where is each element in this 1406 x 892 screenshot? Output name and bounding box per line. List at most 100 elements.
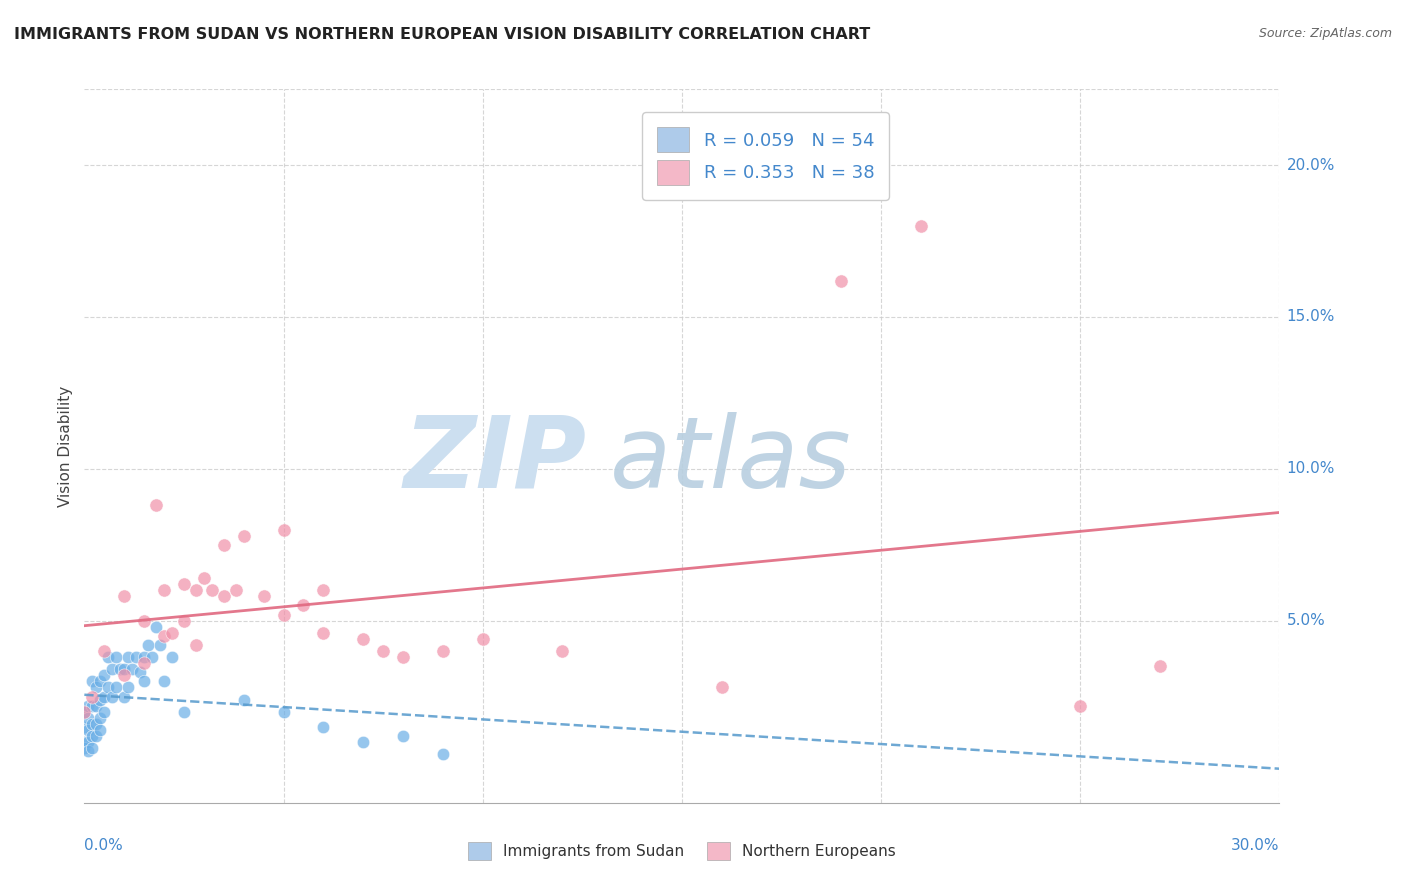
- Point: [132, 674, 156, 689]
- Point: [101, 662, 124, 676]
- Point: [86, 729, 108, 743]
- Point: [77, 698, 100, 713]
- Point: [112, 668, 135, 682]
- Point: [173, 705, 195, 719]
- Text: 0.0%: 0.0%: [84, 838, 124, 854]
- Point: [160, 625, 183, 640]
- Point: [77, 735, 100, 749]
- Point: [112, 690, 135, 704]
- Point: [73, 735, 96, 749]
- Point: [77, 711, 100, 725]
- Point: [153, 629, 176, 643]
- Point: [551, 644, 574, 658]
- Point: [93, 705, 115, 719]
- Point: [371, 644, 394, 658]
- Point: [253, 590, 276, 604]
- Text: 30.0%: 30.0%: [1232, 838, 1279, 854]
- Text: 5.0%: 5.0%: [1286, 613, 1326, 628]
- Point: [112, 662, 135, 676]
- Point: [232, 528, 254, 542]
- Point: [93, 668, 115, 682]
- Point: [132, 656, 156, 670]
- Point: [292, 599, 315, 613]
- Point: [830, 273, 852, 287]
- Point: [77, 723, 100, 737]
- Point: [212, 590, 235, 604]
- Point: [352, 632, 374, 646]
- Point: [160, 650, 183, 665]
- Point: [93, 690, 115, 704]
- Point: [89, 711, 111, 725]
- Point: [225, 583, 247, 598]
- Point: [312, 625, 335, 640]
- Point: [1149, 659, 1171, 673]
- Point: [82, 674, 104, 689]
- Point: [432, 644, 454, 658]
- Point: [173, 577, 195, 591]
- Point: [86, 681, 108, 695]
- Point: [97, 681, 120, 695]
- Point: [82, 690, 104, 704]
- Text: Source: ZipAtlas.com: Source: ZipAtlas.com: [1258, 27, 1392, 40]
- Point: [132, 650, 156, 665]
- Point: [132, 614, 156, 628]
- Point: [193, 571, 215, 585]
- Point: [145, 498, 167, 512]
- Point: [153, 674, 176, 689]
- Point: [149, 638, 172, 652]
- Point: [89, 692, 111, 706]
- Point: [312, 583, 335, 598]
- Point: [110, 662, 132, 676]
- Point: [77, 744, 100, 758]
- Point: [273, 607, 295, 622]
- Point: [89, 674, 111, 689]
- Point: [125, 650, 148, 665]
- Point: [153, 583, 176, 598]
- Point: [117, 650, 139, 665]
- Point: [86, 716, 108, 731]
- Point: [471, 632, 494, 646]
- Point: [312, 720, 335, 734]
- Point: [105, 650, 128, 665]
- Point: [117, 681, 139, 695]
- Point: [73, 705, 96, 719]
- Point: [82, 741, 104, 756]
- Point: [82, 716, 104, 731]
- Point: [273, 523, 295, 537]
- Point: [352, 735, 374, 749]
- Point: [273, 705, 295, 719]
- Point: [184, 583, 207, 598]
- Point: [101, 690, 124, 704]
- Point: [141, 650, 163, 665]
- Point: [82, 698, 104, 713]
- Point: [145, 620, 167, 634]
- Point: [710, 681, 733, 695]
- Point: [212, 538, 235, 552]
- Point: [432, 747, 454, 762]
- Legend: Immigrants from Sudan, Northern Europeans: Immigrants from Sudan, Northern European…: [461, 836, 903, 866]
- Point: [392, 650, 415, 665]
- Point: [82, 729, 104, 743]
- Point: [86, 698, 108, 713]
- Text: ZIP: ZIP: [404, 412, 586, 508]
- Text: 20.0%: 20.0%: [1286, 158, 1334, 173]
- Point: [93, 644, 115, 658]
- Point: [136, 638, 159, 652]
- Text: 15.0%: 15.0%: [1286, 310, 1334, 325]
- Point: [73, 741, 96, 756]
- Point: [121, 662, 143, 676]
- Point: [232, 692, 254, 706]
- Point: [184, 638, 207, 652]
- Point: [105, 681, 128, 695]
- Point: [97, 650, 120, 665]
- Point: [73, 705, 96, 719]
- Text: 10.0%: 10.0%: [1286, 461, 1334, 476]
- Point: [112, 590, 135, 604]
- Text: IMMIGRANTS FROM SUDAN VS NORTHERN EUROPEAN VISION DISABILITY CORRELATION CHART: IMMIGRANTS FROM SUDAN VS NORTHERN EUROPE…: [14, 27, 870, 42]
- Point: [201, 583, 224, 598]
- Point: [392, 729, 415, 743]
- Text: atlas: atlas: [610, 412, 852, 508]
- Point: [73, 720, 96, 734]
- Y-axis label: Vision Disability: Vision Disability: [58, 385, 73, 507]
- Point: [129, 665, 152, 680]
